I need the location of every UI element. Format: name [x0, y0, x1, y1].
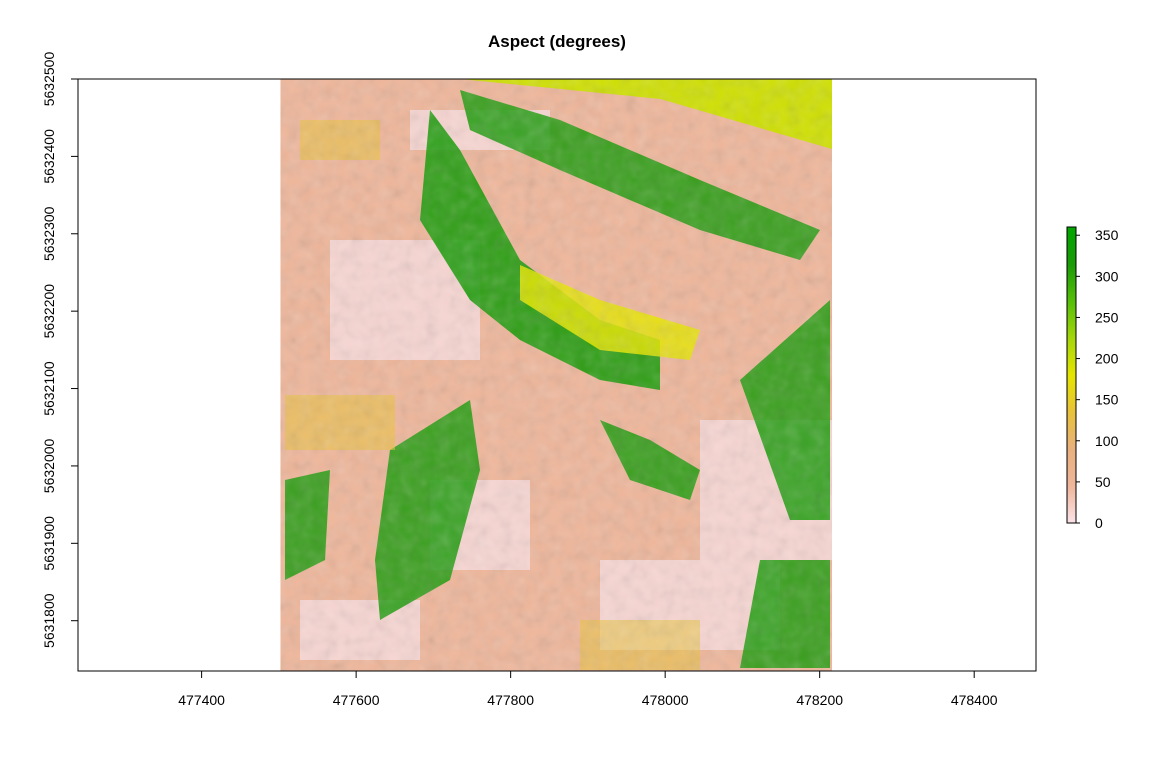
legend-tick-label: 100 [1095, 433, 1119, 449]
y-tick-label: 5631800 [41, 593, 57, 648]
chart-title: Aspect (degrees) [488, 32, 626, 51]
x-tick-label: 477600 [333, 692, 380, 708]
legend-tick-label: 300 [1095, 268, 1119, 284]
legend-tick-label: 150 [1095, 392, 1119, 408]
y-tick-label: 5632100 [41, 361, 57, 416]
y-tick-label: 5631900 [41, 516, 57, 571]
legend-tick-label: 200 [1095, 351, 1119, 367]
x-tick-label: 478200 [796, 692, 843, 708]
x-tick-label: 478000 [642, 692, 689, 708]
x-axis: 477400 477600 477800 478000 478200 478400 [178, 670, 998, 708]
legend-tick-label: 250 [1095, 309, 1119, 325]
y-tick-label: 5632200 [41, 284, 57, 339]
y-tick-label: 5632400 [41, 129, 57, 184]
legend-colorbar [1066, 226, 1077, 524]
x-tick-label: 477400 [178, 692, 225, 708]
hillshade-texture [280, 79, 833, 671]
y-tick-label: 5632500 [41, 52, 57, 107]
x-tick-label: 477800 [487, 692, 534, 708]
y-tick-label: 5632300 [41, 206, 57, 261]
legend-tick-label: 0 [1095, 515, 1103, 531]
x-tick-label: 478400 [951, 692, 998, 708]
legend-tick-label: 50 [1095, 474, 1111, 490]
aspect-raster [280, 79, 833, 671]
y-axis: 5631800 5631900 5632000 5632100 5632200 56323… [41, 52, 78, 648]
legend-tick-label: 350 [1095, 227, 1119, 243]
color-legend: 0 50 100 150 200 250 300 350 [1066, 226, 1119, 531]
y-tick-label: 5632000 [41, 438, 57, 493]
